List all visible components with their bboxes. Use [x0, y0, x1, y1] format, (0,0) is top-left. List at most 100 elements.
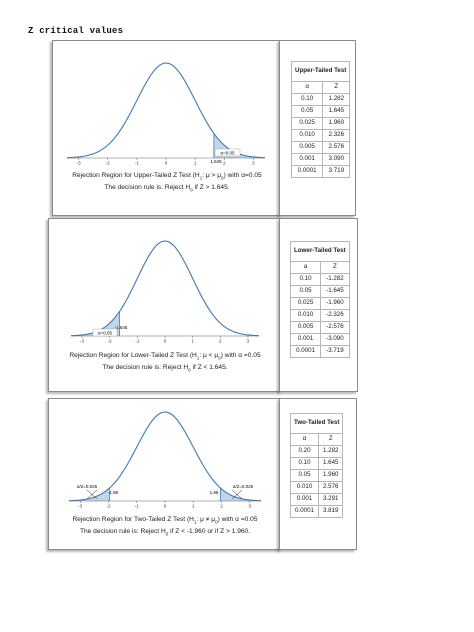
table-row: 0.025 -1.960	[289, 297, 350, 310]
x-tick-label: -2	[108, 339, 112, 344]
x-tick-label: 0	[164, 339, 167, 344]
x-tick-label: -1	[135, 339, 139, 344]
z-cell: 1.282	[322, 93, 351, 106]
normal-curve-line	[70, 240, 260, 337]
curve-caption: Rejection Region for Upper-Tailed Z Test…	[72, 172, 262, 181]
alpha-cell: 0.05	[289, 469, 320, 482]
alpha-column-header: α	[289, 433, 320, 446]
x-tick-label: 2	[219, 339, 222, 344]
alpha-cell: 0.025	[290, 117, 324, 130]
table-row: 0.10 1.282	[290, 93, 351, 106]
decision-rule: The decision rule is: Reject H0 if Z < -…	[79, 528, 251, 537]
left-rejection-region	[69, 488, 110, 501]
alpha-cell: 0.05	[289, 285, 322, 298]
curve-caption: Rejection Region for Two-Tailed Z Test (…	[72, 516, 258, 525]
z-cell: 3.719	[322, 165, 351, 178]
x-tick-label: -3	[77, 161, 81, 166]
table-row: 0.010 2.576	[289, 481, 344, 494]
right-alpha-pointer-cross	[231, 489, 243, 500]
table-row: 0.20 1.282	[289, 445, 344, 458]
left-alpha-label: α/2=0.025	[77, 484, 98, 489]
alpha-cell: 0.005	[290, 141, 324, 154]
x-tick-label: -3	[80, 339, 84, 344]
x-tick-label: -3	[78, 504, 82, 509]
z-cell: 3.819	[318, 505, 344, 518]
lower-tailed-curve-panel: -3 -2 -1 0 1 2 3 -1.645 α=0.05 Rejection Regio…	[48, 218, 282, 392]
z-cell: -2.576	[320, 321, 350, 334]
right-critical-value-label: 1.96	[210, 490, 219, 495]
table-row: 0.10 1.645	[289, 457, 344, 470]
x-tick-label: 1	[191, 339, 194, 344]
z-cell: 1.960	[318, 469, 344, 482]
table-header: Upper-Tailed Test	[290, 61, 351, 82]
z-column-header: Z	[318, 433, 344, 446]
right-alpha-label: α/2=0.025	[233, 484, 254, 489]
alpha-cell: 0.001	[289, 493, 320, 506]
table-row: 0.0001 3.719	[290, 165, 351, 178]
z-cell: -1.960	[320, 297, 350, 310]
table-row: 0.10 -1.282	[289, 273, 350, 286]
alpha-cell: 0.0001	[290, 165, 324, 178]
table-row: 0.05 1.960	[289, 469, 344, 482]
table-header: Lower-Tailed Test	[290, 241, 350, 262]
z-cell: -3.719	[320, 345, 350, 358]
alpha-cell: 0.05	[290, 105, 324, 118]
x-tick-label: 3	[248, 504, 251, 509]
z-cell: -2.326	[320, 309, 350, 322]
table-row: 0.001 -3.090	[289, 333, 350, 346]
x-tick-label: 3	[247, 339, 250, 344]
z-cell: 3.291	[318, 493, 344, 506]
alpha-cell: 0.10	[290, 93, 324, 106]
alpha-cell: 0.0001	[289, 345, 322, 358]
z-cell: 2.576	[322, 141, 351, 154]
upper-tailed-normal-curve: -3 -2 -1 0 1 2 3 1.645 α=0.05	[66, 62, 266, 166]
z-cell: 1.282	[318, 445, 344, 458]
lower-tailed-normal-curve: -3 -2 -1 0 1 2 3 -1.645 α=0.05	[70, 240, 260, 344]
table-row: 0.010 -2.326	[289, 309, 350, 322]
critical-value-label: -1.645	[115, 325, 128, 330]
x-tick-label: 2	[220, 504, 223, 509]
x-tick-label: 1	[194, 161, 197, 166]
z-cell: 3.090	[322, 153, 351, 166]
x-tick-label: -2	[106, 161, 110, 166]
z-cell: -1.282	[320, 273, 350, 286]
table-header: Two-Tailed Test	[289, 413, 344, 434]
decision-rule: The decision rule is: Reject H0 if Z < 1…	[102, 364, 228, 373]
z-cell: 2.576	[318, 481, 344, 494]
normal-curve-line	[66, 62, 266, 159]
alpha-cell: 0.010	[289, 481, 320, 494]
alpha-cell: 0.001	[289, 333, 322, 346]
alpha-label-box	[92, 328, 118, 337]
table-row: 0.001 3.291	[289, 493, 344, 506]
x-tick-label: -1	[135, 504, 139, 509]
z-cell: 1.645	[318, 457, 344, 470]
x-tick-label: 3	[252, 161, 255, 166]
alpha-column-header: α	[290, 81, 324, 94]
z-column-header: Z	[320, 261, 350, 274]
table-row: 0.0001 -3.719	[289, 345, 350, 358]
alpha-cell: 0.010	[290, 129, 324, 142]
x-tick-label: -1	[135, 161, 139, 166]
table-row: 0.010 2.326	[290, 129, 351, 142]
x-tick-label: 1	[192, 504, 195, 509]
z-cell: -1.645	[320, 285, 350, 298]
curve-caption: Rejection Region for Lower-Tailed Z Test…	[69, 352, 261, 361]
right-rejection-region	[220, 487, 261, 501]
x-tick-label: 0	[164, 504, 167, 509]
x-tick-label: 2	[223, 161, 226, 166]
alpha-label: α=0.05	[98, 330, 112, 335]
alpha-label-box	[214, 148, 241, 157]
alpha-cell: 0.0001	[289, 505, 320, 518]
z-cell: 2.326	[322, 129, 351, 142]
x-tick-label: -2	[107, 504, 111, 509]
alpha-cell: 0.025	[289, 297, 322, 310]
upper-tailed-curve-panel: -3 -2 -1 0 1 2 3 1.645 α=0.05 Rejection Region…	[52, 40, 282, 216]
alpha-cell: 0.010	[289, 309, 322, 322]
decision-rule: The decision rule is: Reject H0 if Z > 1…	[104, 184, 230, 193]
left-critical-value-label: -1.96	[108, 490, 119, 495]
